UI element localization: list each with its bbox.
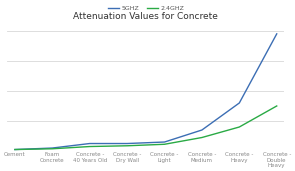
2.4GHZ [200, 136, 204, 139]
5GHZ [275, 33, 278, 35]
2.4GHZ [88, 146, 91, 148]
2.4GHZ [50, 148, 54, 150]
5GHZ [88, 142, 91, 144]
5GHZ [237, 102, 241, 104]
2.4GHZ [125, 145, 129, 147]
2.4GHZ [237, 126, 241, 128]
5GHZ [200, 129, 204, 131]
Line: 2.4GHZ: 2.4GHZ [15, 106, 277, 149]
2.4GHZ [13, 148, 17, 150]
5GHZ [13, 148, 17, 150]
5GHZ [163, 141, 166, 143]
Title: Attenuation Values for Concrete: Attenuation Values for Concrete [73, 12, 218, 21]
Legend: 5GHZ, 2.4GHZ: 5GHZ, 2.4GHZ [105, 3, 187, 14]
5GHZ [125, 142, 129, 144]
2.4GHZ [275, 105, 278, 107]
2.4GHZ [163, 143, 166, 145]
Line: 5GHZ: 5GHZ [15, 34, 277, 149]
5GHZ [50, 147, 54, 149]
